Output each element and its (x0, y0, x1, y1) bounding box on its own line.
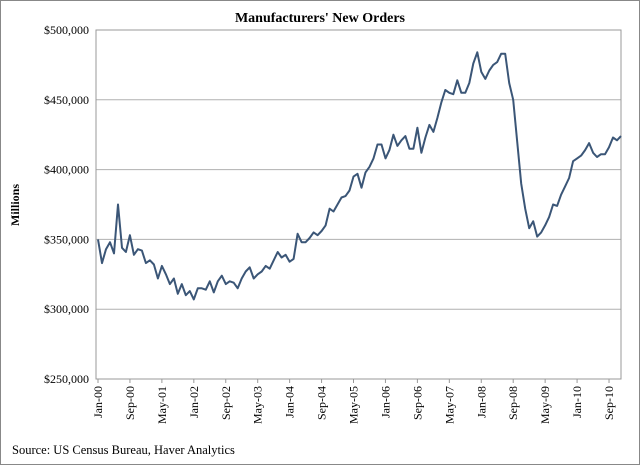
x-tick-label: May-09 (538, 386, 552, 424)
series-line (97, 51, 622, 301)
y-tick-label: $450,000 (44, 93, 89, 107)
chart-title: Manufacturers' New Orders (235, 11, 406, 26)
x-tick-label: May-03 (251, 386, 265, 424)
x-tick-label: May-01 (155, 386, 169, 424)
x-tick-label: Jan-10 (570, 386, 584, 418)
x-tick-label: Jan-02 (187, 386, 201, 418)
x-tick-label: Jan-06 (378, 386, 392, 418)
x-tick-label: May-05 (347, 386, 361, 424)
x-tick-label: Sep-02 (219, 386, 233, 420)
x-tick-label: Sep-06 (410, 386, 424, 420)
y-tick-label: $500,000 (44, 23, 89, 37)
plot-area-border (95, 29, 622, 380)
y-axis-label: Millions (8, 184, 22, 226)
x-tick-label: Jan-08 (474, 386, 488, 418)
y-tick-label: $350,000 (44, 232, 89, 246)
x-tick-label: Jan-00 (91, 386, 105, 418)
x-tick-label: Sep-00 (123, 386, 137, 420)
x-tick-label: Sep-04 (315, 386, 329, 420)
y-tick-label: $300,000 (44, 302, 89, 316)
x-tick-label: Sep-08 (506, 386, 520, 420)
y-tick-label: $400,000 (44, 163, 89, 177)
source-note: Source: US Census Bureau, Haver Analytic… (12, 443, 235, 457)
x-tick-label: May-07 (442, 386, 456, 424)
x-tick-label: Jan-04 (283, 386, 297, 418)
y-tick-label: $250,000 (44, 372, 89, 386)
x-tick-label: Sep-10 (602, 386, 616, 420)
